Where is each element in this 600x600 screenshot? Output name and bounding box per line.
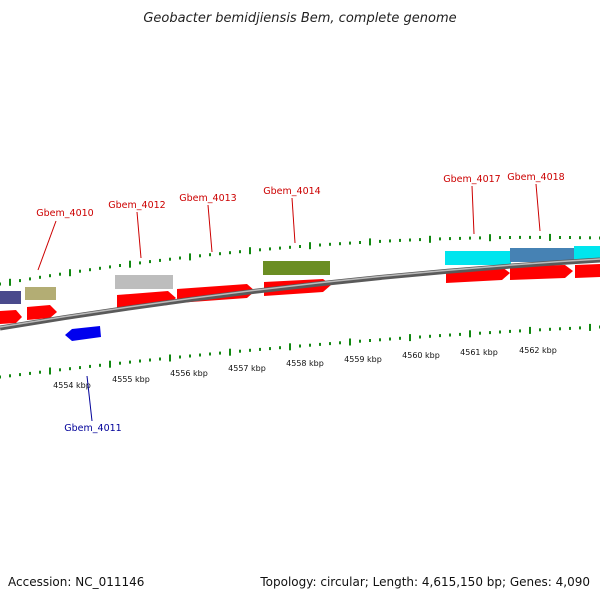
cds-arrow-forward — [27, 305, 57, 320]
outer-tick-row — [0, 233, 600, 286]
leader-line-gbem-4011 — [86, 375, 93, 422]
gene-leader-lines — [37, 183, 541, 422]
tick-label: 4557 kbp — [228, 364, 266, 373]
tick-label: 4559 kbp — [344, 355, 382, 364]
leader-line-gbem-4018 — [535, 183, 541, 232]
gene-labels: Gbem_4010 Gbem_4011 Gbem_4012 Gbem_4013 … — [36, 172, 564, 434]
leader-line-gbem-4013 — [207, 204, 213, 253]
cds-arrow-forward — [0, 310, 22, 324]
kbp-scale-labels: 4554 kbp 4555 kbp 4556 kbp 4557 kbp 4558… — [53, 346, 557, 390]
gene-label-gbem-4014[interactable]: Gbem_4014 — [263, 186, 320, 197]
genome-backbone-highlight — [0, 258, 600, 328]
gene-label-gbem-4012[interactable]: Gbem_4012 — [108, 200, 165, 211]
feature-bar-khaki — [25, 287, 56, 300]
gene-label-gbem-4018[interactable]: Gbem_4018 — [507, 172, 564, 183]
cds-arrow-forward — [510, 265, 573, 280]
tick-label: 4558 kbp — [286, 359, 324, 368]
cds-arrow-forward — [575, 264, 600, 278]
leader-line-gbem-4012 — [136, 211, 142, 259]
leader-line-gbem-4017 — [471, 185, 475, 235]
leader-line-gbem-4010 — [37, 220, 57, 271]
feature-row-upper — [0, 246, 600, 304]
accession-text: Accession: NC_011146 — [8, 575, 144, 589]
feature-bar-purple — [0, 291, 21, 304]
gene-label-gbem-4011[interactable]: Gbem_4011 — [64, 423, 121, 434]
feature-bar-silver — [115, 275, 173, 289]
genome-title: Geobacter bemidjiensis Bem, complete gen… — [143, 11, 456, 26]
feature-bar-cyan-2 — [574, 246, 600, 260]
tick-label: 4554 kbp — [53, 381, 91, 390]
genome-summary-text: Topology: circular; Length: 4,615,150 bp… — [259, 575, 590, 589]
cds-arrow-reverse — [65, 326, 101, 341]
tick-label: 4556 kbp — [170, 369, 208, 378]
inner-tick-row — [0, 323, 600, 379]
feature-bar-steelblue — [510, 248, 574, 262]
leader-line-gbem-4014 — [291, 197, 296, 244]
feature-bar-olive — [263, 261, 330, 275]
genome-backbone — [0, 257, 600, 331]
tick-label: 4561 kbp — [460, 348, 498, 357]
feature-bar-cyan-1 — [445, 251, 511, 265]
tick-label: 4555 kbp — [112, 375, 150, 384]
tick-label: 4560 kbp — [402, 351, 440, 360]
gene-label-gbem-4013[interactable]: Gbem_4013 — [179, 193, 236, 204]
tick-label: 4562 kbp — [519, 346, 557, 355]
gene-label-gbem-4010[interactable]: Gbem_4010 — [36, 208, 93, 219]
gene-label-gbem-4017[interactable]: Gbem_4017 — [443, 174, 500, 185]
